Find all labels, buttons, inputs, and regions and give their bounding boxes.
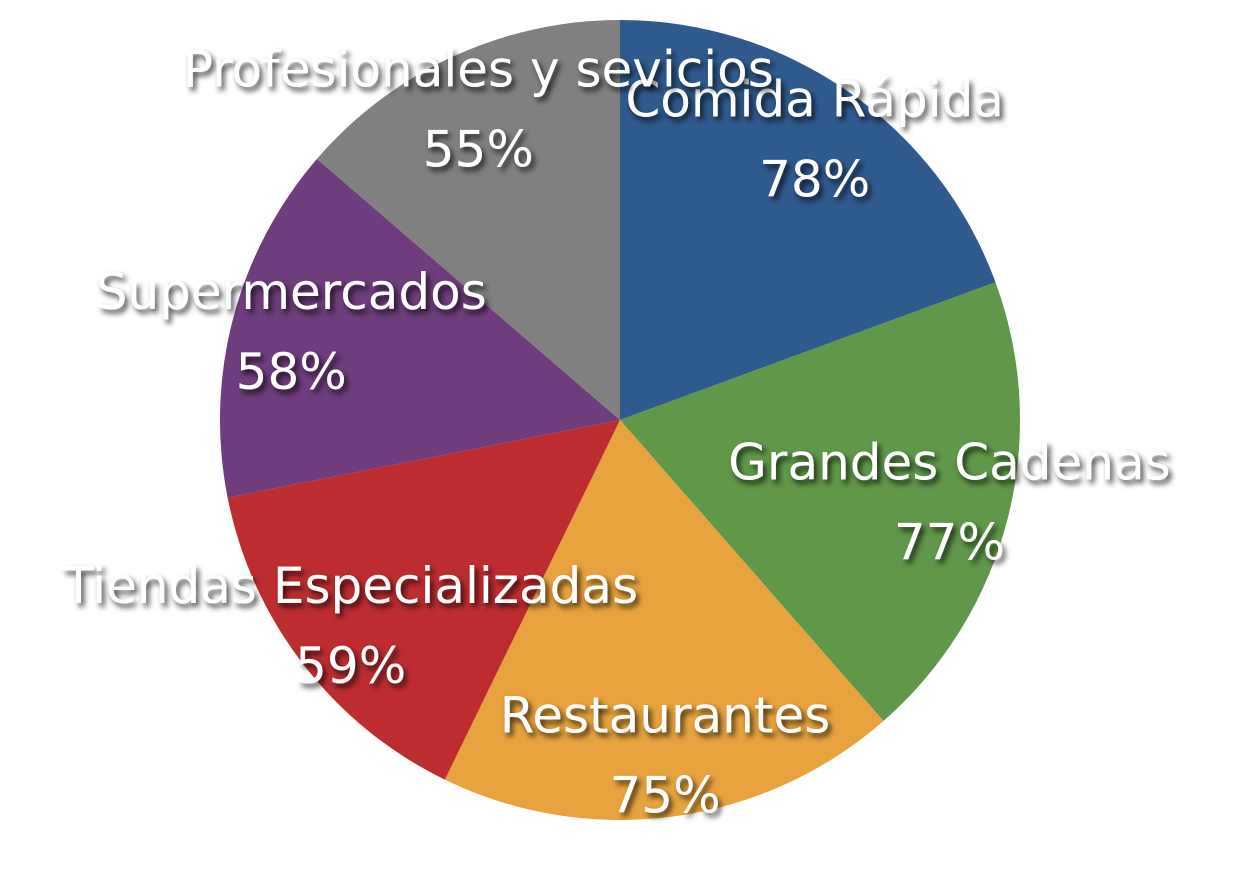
- value-label: 59%: [295, 637, 406, 695]
- slice: [444, 420, 884, 821]
- slice: [620, 282, 1020, 721]
- slice: [227, 420, 620, 780]
- slice-label: Tiendas Especializadas: [62, 557, 638, 615]
- value-label: 75%: [609, 767, 720, 825]
- slice: [219, 158, 620, 498]
- slice: [620, 20, 996, 420]
- value-label: 58%: [236, 343, 347, 401]
- labels: Comida Rápida 78% Grandes Cadenas 77% Restau…: [62, 40, 1170, 824]
- slices: [219, 20, 1020, 821]
- value-label: 77%: [894, 514, 1005, 572]
- slice: [316, 20, 620, 420]
- value-label: 78%: [759, 151, 870, 209]
- value-label: 55%: [423, 120, 534, 178]
- slice-label: Grandes Cadenas: [728, 434, 1171, 492]
- slice-label: Comida Rápida: [625, 71, 1004, 129]
- slice-label: Profesionales y sevicios: [183, 40, 774, 98]
- slice-label: Supermercados: [96, 263, 487, 321]
- slice-label: Restaurantes: [500, 687, 831, 745]
